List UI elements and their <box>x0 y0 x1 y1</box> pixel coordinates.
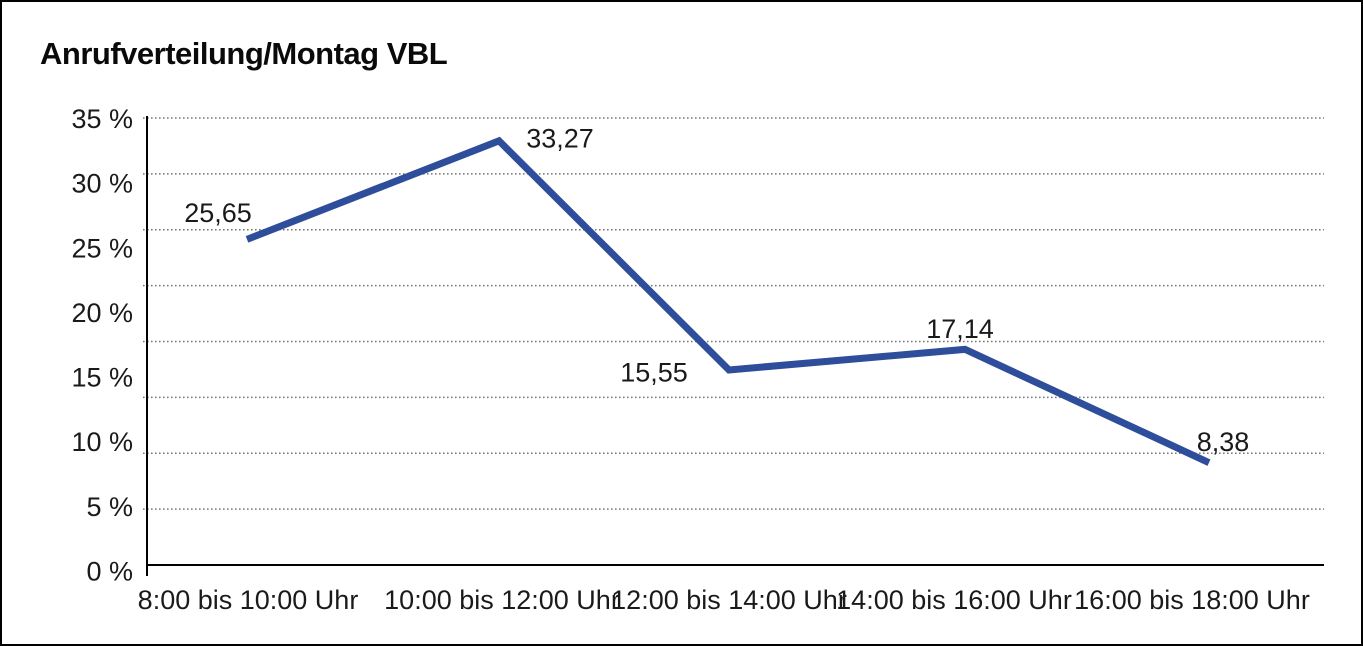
y-tick-label: 20 % <box>71 298 133 328</box>
chart-title: Anrufverteilung/Montag VBL <box>40 36 448 71</box>
value-label: 8,38 <box>1197 427 1250 457</box>
value-label: 17,14 <box>926 314 994 344</box>
y-tick-label: 0 % <box>86 557 133 587</box>
y-tick-label: 10 % <box>71 427 133 457</box>
x-category-label: 10:00 bis 12:00 Uhr <box>384 585 620 615</box>
y-tick-label: 30 % <box>71 169 133 199</box>
x-category-label: 14:00 bis 16:00 Uhr <box>836 585 1072 615</box>
value-label: 33,27 <box>526 123 594 153</box>
x-category-label: 8:00 bis 10:00 Uhr <box>138 585 359 615</box>
x-category-label: 12:00 bis 14:00 Uhr <box>611 585 847 615</box>
value-label: 15,55 <box>620 357 688 387</box>
data-line <box>245 136 1211 466</box>
y-tick-label: 5 % <box>86 492 133 522</box>
y-tick-label: 35 % <box>71 104 133 134</box>
x-category-label: 16:00 bis 18:00 Uhr <box>1074 585 1310 615</box>
y-tick-label: 15 % <box>71 363 133 393</box>
y-tick-label: 25 % <box>71 233 133 263</box>
value-label: 25,65 <box>184 198 252 228</box>
